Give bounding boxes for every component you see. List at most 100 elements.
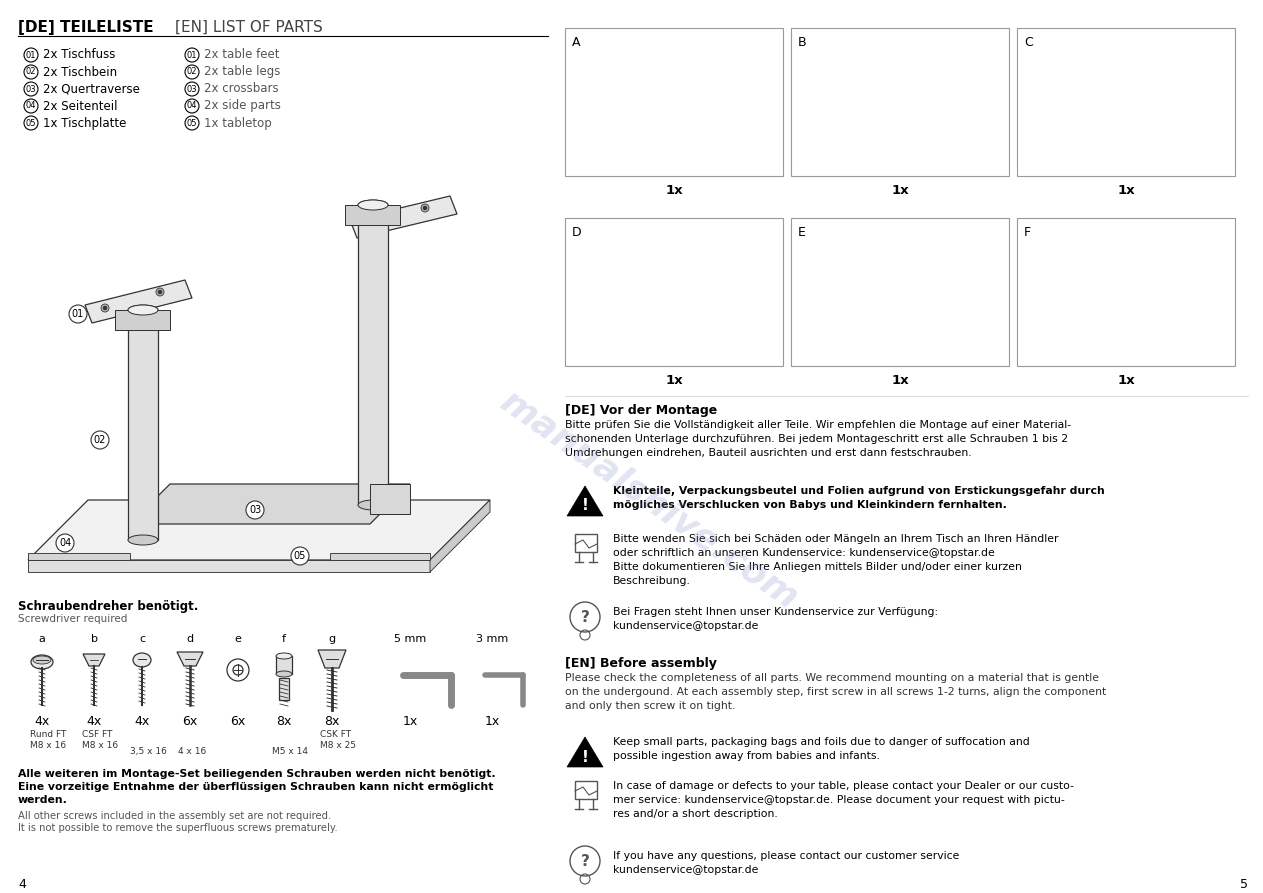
Polygon shape xyxy=(345,205,400,225)
Text: 1x Tischplatte: 1x Tischplatte xyxy=(43,116,126,129)
Text: 04: 04 xyxy=(25,102,37,111)
Text: If you have any questions, please contact our customer service
kundenservice@top: If you have any questions, please contac… xyxy=(613,851,960,875)
Text: 1x tabletop: 1x tabletop xyxy=(205,116,272,129)
Text: g: g xyxy=(328,634,336,644)
Text: 4x: 4x xyxy=(134,715,149,728)
Text: e: e xyxy=(235,634,241,644)
Text: 4x: 4x xyxy=(34,715,49,728)
Polygon shape xyxy=(429,500,490,572)
Polygon shape xyxy=(330,553,429,560)
Text: [EN] LIST OF PARTS: [EN] LIST OF PARTS xyxy=(176,20,323,35)
Text: B: B xyxy=(798,36,807,49)
Text: Eine vorzeitige Entnahme der überflüssigen Schrauben kann nicht ermöglicht: Eine vorzeitige Entnahme der überflüssig… xyxy=(18,782,494,792)
Circle shape xyxy=(101,304,109,312)
Circle shape xyxy=(368,222,373,226)
Text: 5: 5 xyxy=(1240,878,1248,891)
Text: 01: 01 xyxy=(72,309,85,319)
Bar xyxy=(128,310,158,540)
Text: Please check the completeness of all parts. We recommend mounting on a material : Please check the completeness of all par… xyxy=(565,673,1106,711)
Ellipse shape xyxy=(357,200,388,210)
Text: 1x: 1x xyxy=(485,715,500,728)
Polygon shape xyxy=(28,553,130,560)
Text: 2x Tischfuss: 2x Tischfuss xyxy=(43,48,115,62)
Text: C: C xyxy=(1024,36,1033,49)
Text: E: E xyxy=(798,226,806,239)
Ellipse shape xyxy=(133,653,152,667)
Text: !: ! xyxy=(581,749,589,764)
Circle shape xyxy=(91,431,109,449)
Text: 1x: 1x xyxy=(403,715,418,728)
Text: Screwdriver required: Screwdriver required xyxy=(18,614,128,624)
Bar xyxy=(1017,28,1235,176)
Text: 01: 01 xyxy=(25,51,37,60)
Text: 03: 03 xyxy=(249,505,261,515)
Bar xyxy=(277,656,292,674)
Polygon shape xyxy=(567,737,602,767)
Polygon shape xyxy=(28,500,490,560)
Polygon shape xyxy=(28,560,429,572)
Circle shape xyxy=(421,204,429,212)
Bar xyxy=(565,218,783,366)
Ellipse shape xyxy=(128,305,158,315)
Text: 2x table feet: 2x table feet xyxy=(205,48,279,62)
Text: f: f xyxy=(282,634,285,644)
Text: d: d xyxy=(187,634,193,644)
Text: 1x: 1x xyxy=(666,374,683,387)
Circle shape xyxy=(56,534,75,552)
Circle shape xyxy=(157,288,164,296)
Text: 8x: 8x xyxy=(325,715,340,728)
Text: 2x crossbars: 2x crossbars xyxy=(205,82,279,96)
Text: All other screws included in the assembly set are not required.: All other screws included in the assembl… xyxy=(18,811,331,821)
Text: 6x: 6x xyxy=(182,715,197,728)
Bar xyxy=(565,28,783,176)
Text: 5 mm: 5 mm xyxy=(394,634,426,644)
Circle shape xyxy=(290,547,309,565)
Text: Schraubendreher benötigt.: Schraubendreher benötigt. xyxy=(18,600,198,613)
Text: 3 mm: 3 mm xyxy=(476,634,508,644)
Bar xyxy=(575,781,597,799)
Text: [EN] Before assembly: [EN] Before assembly xyxy=(565,657,717,670)
Text: [DE] Vor der Montage: [DE] Vor der Montage xyxy=(565,404,717,417)
Text: 1x: 1x xyxy=(892,374,909,387)
Text: 2x Seitenteil: 2x Seitenteil xyxy=(43,99,117,113)
Text: Rund FT: Rund FT xyxy=(30,730,67,739)
Text: In case of damage or defects to your table, please contact your Dealer or our cu: In case of damage or defects to your tab… xyxy=(613,781,1074,819)
Text: 4: 4 xyxy=(18,878,25,891)
Polygon shape xyxy=(177,652,203,666)
Text: manualshive.com: manualshive.com xyxy=(495,384,806,616)
Text: M5 x 14: M5 x 14 xyxy=(272,747,308,756)
Text: werden.: werden. xyxy=(18,795,68,805)
Text: 2x table legs: 2x table legs xyxy=(205,65,280,79)
Ellipse shape xyxy=(128,305,158,315)
Text: Alle weiteren im Montage-Set beiliegenden Schrauben werden nicht benötigt.: Alle weiteren im Montage-Set beiliegende… xyxy=(18,769,495,779)
Text: 2x Quertraverse: 2x Quertraverse xyxy=(43,82,140,96)
Ellipse shape xyxy=(33,656,51,664)
Text: 1x: 1x xyxy=(1118,374,1135,387)
Circle shape xyxy=(158,290,162,294)
Ellipse shape xyxy=(277,653,292,659)
Bar xyxy=(1017,218,1235,366)
Polygon shape xyxy=(115,310,171,330)
Polygon shape xyxy=(567,486,602,516)
Bar xyxy=(791,218,1009,366)
Text: 3,5 x 16: 3,5 x 16 xyxy=(130,747,167,756)
Text: 1x: 1x xyxy=(892,184,909,197)
Ellipse shape xyxy=(128,535,158,545)
Text: 04: 04 xyxy=(187,102,197,111)
Text: 03: 03 xyxy=(187,85,197,94)
Text: 4x: 4x xyxy=(86,715,101,728)
Text: 4 x 16: 4 x 16 xyxy=(178,747,206,756)
Text: Keep small parts, packaging bags and foils due to danger of suffocation and
poss: Keep small parts, packaging bags and foi… xyxy=(613,737,1029,761)
Text: F: F xyxy=(1024,226,1031,239)
Polygon shape xyxy=(130,484,410,524)
Text: 1x: 1x xyxy=(666,184,683,197)
Polygon shape xyxy=(85,280,192,323)
Text: 01: 01 xyxy=(187,51,197,60)
Text: M8 x 16: M8 x 16 xyxy=(30,741,66,750)
Text: M8 x 16: M8 x 16 xyxy=(82,741,119,750)
Text: M8 x 25: M8 x 25 xyxy=(320,741,356,750)
Text: CSK FT: CSK FT xyxy=(320,730,351,739)
Text: [DE] TEILELISTE: [DE] TEILELISTE xyxy=(18,20,154,35)
Text: 05: 05 xyxy=(294,551,306,561)
Text: c: c xyxy=(139,634,145,644)
